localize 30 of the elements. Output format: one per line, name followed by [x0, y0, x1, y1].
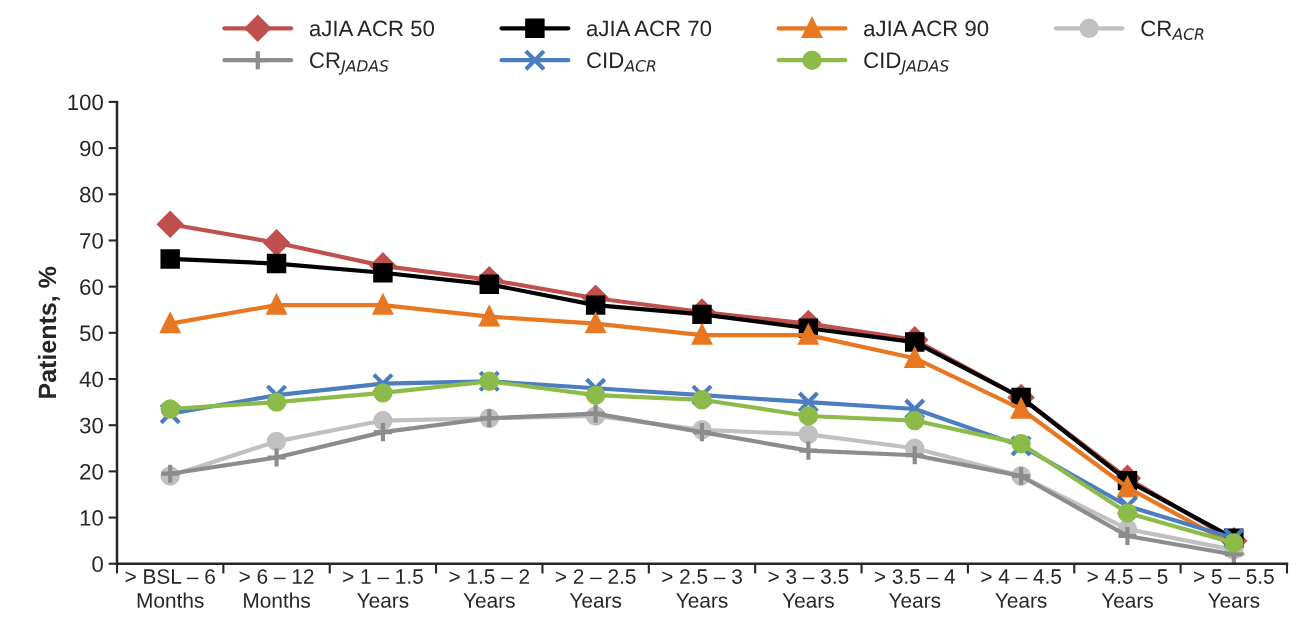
y-tick-label: 30	[79, 417, 103, 434]
y-tick-label: 70	[80, 233, 103, 249]
legend-label: aJIA ACR 70	[586, 20, 712, 37]
legend-label: aJIA ACR 50	[309, 20, 435, 37]
y-tick-label: 40	[79, 371, 103, 388]
y-tick-label: 80	[80, 186, 103, 203]
x-tick-label: > 5 – 5.5 Years	[1194, 569, 1274, 608]
y-tick-label: 50	[79, 325, 103, 342]
x-tick-label: > 1.5 – 2 Years	[449, 569, 530, 608]
y-tick-label: 0	[92, 556, 103, 573]
legend-label: CID$_{JADAS}$	[864, 52, 949, 75]
x-tick-label: > 4 – 4.5 Years	[981, 569, 1062, 608]
y-tick-label: 20	[80, 463, 103, 480]
y-tick-label: 100	[68, 94, 103, 111]
x-tick-label: > 2 – 2.5 Years	[555, 569, 636, 608]
y-axis-title: Patients, %	[37, 266, 60, 398]
y-tick-label: 90	[80, 140, 103, 157]
x-tick-label: > BSL – 6 Months	[125, 569, 215, 608]
x-tick-label: > 6 – 12 Months	[239, 569, 314, 608]
y-tick-label: 60	[80, 279, 103, 295]
legend-label: CR$_{JADAS}$	[310, 52, 389, 75]
y-tick-label: 10	[80, 510, 103, 526]
legend-label: CID$_{ACR}$	[587, 52, 656, 72]
x-tick-label: > 3.5 – 4 Years	[874, 569, 955, 608]
x-tick-label: > 2.5 – 3 Years	[662, 569, 742, 608]
x-tick-label: > 3 – 3.5 Years	[768, 569, 849, 608]
legend-label: CR$_{ACR}$	[1141, 20, 1204, 40]
x-tick-label: > 4.5 – 5 Years	[1087, 569, 1168, 608]
x-tick-label: > 1 – 1.5 Years	[343, 569, 423, 608]
legend-label: aJIA ACR 90	[864, 20, 989, 37]
